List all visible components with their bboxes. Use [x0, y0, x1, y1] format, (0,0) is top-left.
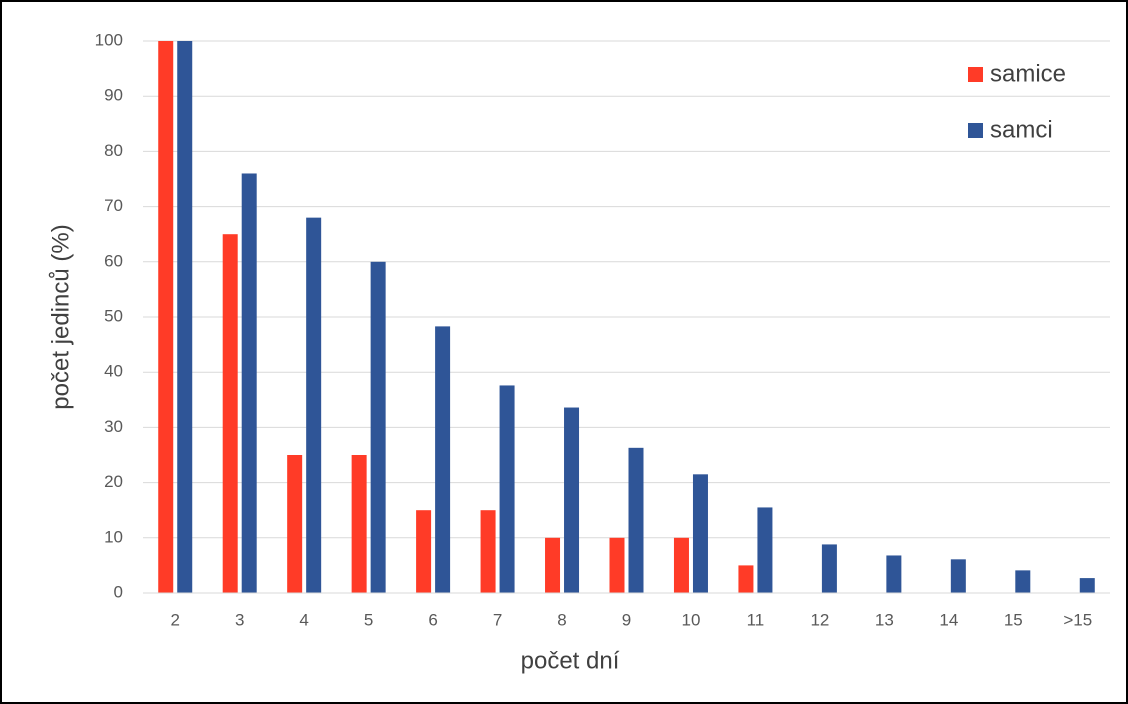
x-tick-label: 11: [747, 610, 765, 629]
x-tick-label: 12: [810, 610, 829, 629]
x-tick-label: 10: [682, 610, 701, 629]
bar: [673, 537, 689, 593]
y-tick-label: 90: [104, 86, 123, 105]
x-tick-label: 2: [170, 610, 179, 629]
y-tick-label: 100: [95, 30, 123, 49]
x-tick-label: 15: [1004, 610, 1023, 629]
x-tick-label: 7: [493, 610, 502, 629]
y-tick-label: 60: [104, 251, 123, 270]
x-tick-label: 3: [235, 610, 244, 629]
y-tick-label: 30: [104, 417, 123, 436]
bar: [692, 474, 708, 593]
y-tick-label: 20: [104, 472, 123, 491]
y-tick-label: 0: [114, 582, 123, 601]
legend-swatch: [968, 123, 983, 138]
bar: [222, 234, 238, 593]
bar: [351, 455, 367, 593]
x-tick-label: 8: [557, 610, 566, 629]
legend-swatch: [968, 67, 983, 82]
x-tick-label: >15: [1063, 610, 1092, 629]
bar: [499, 385, 515, 593]
legend-label: samci: [990, 116, 1053, 143]
y-tick-label: 80: [104, 141, 123, 160]
bar: [609, 537, 625, 593]
bar: [416, 510, 432, 593]
bar: [435, 326, 451, 593]
bar: [628, 447, 644, 593]
bar: [738, 565, 754, 593]
x-tick-label: 13: [875, 610, 894, 629]
y-tick-label: 70: [104, 196, 123, 215]
bar: [177, 41, 193, 593]
y-tick-label: 50: [104, 306, 123, 325]
x-tick-label: 4: [299, 610, 308, 629]
bar: [158, 41, 174, 593]
legend-label: samice: [990, 60, 1066, 87]
bar: [545, 537, 561, 593]
bar: [821, 544, 837, 593]
bar: [287, 455, 303, 593]
bar: [1079, 578, 1095, 593]
y-axis-title: počet jedinců (%): [47, 224, 74, 409]
bar: [757, 507, 773, 593]
x-tick-label: 9: [622, 610, 631, 629]
bar: [950, 559, 966, 593]
bar: [480, 510, 496, 593]
bar: [564, 407, 580, 593]
bar: [370, 261, 386, 593]
x-tick-label: 6: [428, 610, 437, 629]
x-tick-label: 5: [364, 610, 373, 629]
bar: [1015, 570, 1031, 593]
bar: [886, 555, 902, 593]
y-tick-label: 10: [104, 527, 123, 546]
bar: [306, 217, 322, 593]
y-tick-label: 40: [104, 362, 123, 381]
x-axis-title: počet dní: [521, 647, 620, 674]
bar: [241, 173, 257, 594]
x-tick-label: 14: [939, 610, 958, 629]
